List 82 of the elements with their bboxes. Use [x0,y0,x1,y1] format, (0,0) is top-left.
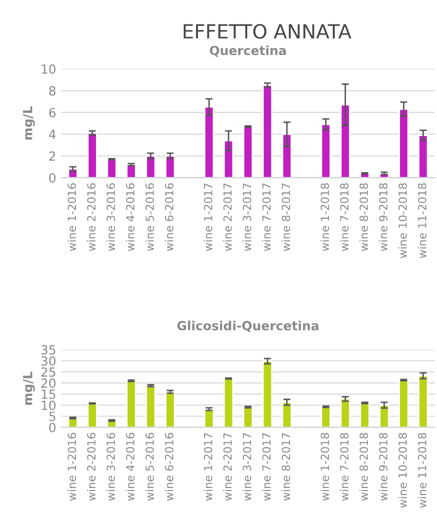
bar [242,126,254,178]
y-tick-label: 35 [41,345,56,355]
y-axis-title: mg/L [23,106,35,140]
y-tick-label: 30 [41,356,56,366]
x-tick-label: wine 11-2018 [418,183,426,258]
x-tick-label: wine 8-2017 [282,183,290,252]
bar [320,124,331,178]
bar [126,380,136,428]
chart-title: EFFETTO ANNATA [184,24,352,39]
bar [87,402,98,428]
x-tick-label: wine 3-2017 [242,433,252,501]
bar [398,379,409,428]
x-tick-label: wine 11-2018 [418,432,426,508]
x-tick-label: wine 6-2016 [164,432,174,501]
x-tick-label: wine 1-2018 [320,183,330,252]
y-tick-label: 10 [42,400,56,410]
x-tick-label: wine 3-2016 [106,183,115,252]
x-tick-label: wine 7-2017 [262,183,271,252]
bar [106,158,117,178]
x-tick-label: wine 8-2017 [282,433,290,501]
x-tick-label: wine 7-2017 [262,433,271,501]
x-tick-label: wine 2-2016 [86,183,96,252]
x-tick-label: wine 1-2016 [67,432,76,501]
x-tick-label: wine 1-2017 [204,433,212,501]
bar [282,133,292,178]
x-tick-label: wine 9-2018 [378,432,388,501]
bar [360,402,370,428]
bar [418,134,428,178]
bar [87,132,98,178]
bar [223,140,234,178]
x-tick-label: wine 1-2016 [67,183,76,252]
x-tick-label: wine 7-2018 [340,432,349,501]
y-tick-label: 15 [42,390,56,399]
bar [242,406,254,428]
chart-title: Glicosidi-Quercetina [177,320,318,332]
x-tick-label: wine 7-2018 [340,183,349,252]
y-tick-label: 8 [49,86,56,96]
bar [340,104,350,178]
x-tick-label: wine 2-2017 [223,183,232,252]
x-tick-label: wine 9-2018 [378,183,388,252]
bar [398,108,409,178]
bar [379,404,390,428]
x-tick-label: wine 8-2018 [359,432,368,501]
x-tick-label: wine 2-2016 [86,432,96,501]
y-tick-label: 0 [49,422,56,432]
y-tick-label: 25 [41,367,56,377]
bar [146,155,156,178]
x-tick-label: wine 1-2017 [204,183,212,252]
y-tick-label: 0 [49,173,56,183]
bar [165,155,176,178]
chart-subtitle: Quercetina [210,46,286,57]
x-tick-label: wine 3-2016 [106,432,115,501]
bar [126,164,136,178]
x-tick-label: wine 6-2016 [164,183,174,252]
bar [262,360,273,428]
x-tick-label: wine 10-2018 [398,432,407,508]
y-tick-label: 20 [41,378,56,388]
y-tick-label: 5 [49,412,56,422]
x-tick-label: wine 4-2016 [126,183,134,252]
bar [165,391,176,428]
bar [146,384,156,428]
x-tick-label: wine 2-2017 [223,433,232,501]
bar [223,378,234,428]
bar [204,106,214,178]
x-tick-label: wine 3-2017 [242,183,252,252]
bar [204,408,214,428]
x-tick-label: wine 4-2016 [126,432,134,501]
y-tick-label: 4 [48,130,56,139]
y-axis-title: mg/L [23,372,35,405]
bar [320,406,331,428]
x-tick-label: wine 8-2018 [359,183,368,252]
bar [282,402,292,428]
bar [418,375,428,428]
x-tick-label: wine 1-2018 [320,432,330,501]
x-tick-label: wine 5-2016 [145,432,154,501]
bar [340,398,350,428]
y-tick-label: 2 [49,151,56,161]
y-tick-label: 10 [42,64,56,74]
y-tick-label: 6 [49,108,56,118]
x-tick-label: wine 10-2018 [398,183,407,258]
bar [262,84,273,178]
x-tick-label: wine 5-2016 [145,183,154,252]
